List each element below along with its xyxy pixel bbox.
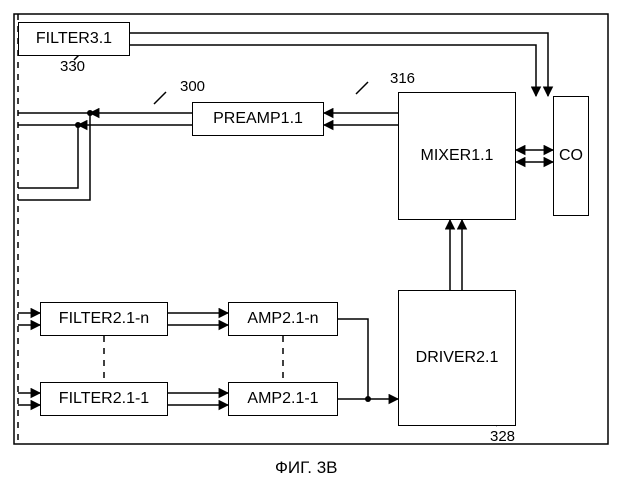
block-label: MIXER1.1 — [421, 147, 494, 165]
block-label: CO — [559, 147, 583, 165]
block-label: PREAMP1.1 — [213, 110, 303, 128]
block-mixer1-1: MIXER1.1 — [398, 92, 516, 220]
figure-caption: ФИГ. 3B — [275, 458, 338, 478]
block-filter2-1-1: FILTER2.1-1 — [40, 382, 168, 416]
reflabel-328: 328 — [490, 428, 515, 445]
block-label: DRIVER2.1 — [416, 349, 499, 367]
block-amp2-1-1: AMP2.1-1 — [228, 382, 338, 416]
block-filter2-1-n: FILTER2.1-n — [40, 302, 168, 336]
reflabel-316: 316 — [390, 70, 415, 87]
block-label: FILTER2.1-n — [59, 310, 149, 328]
block-filter3-1: FILTER3.1 — [18, 22, 130, 56]
block-label: AMP2.1-n — [247, 310, 318, 328]
connection-layer — [0, 0, 621, 500]
reflabel-300: 300 — [180, 78, 205, 95]
block-diagram: FILTER3.1 PREAMP1.1 MIXER1.1 CO FILTER2.… — [0, 0, 621, 500]
block-preamp1-1: PREAMP1.1 — [192, 102, 324, 136]
block-driver2-1: DRIVER2.1 — [398, 290, 516, 426]
block-label: AMP2.1-1 — [247, 390, 318, 408]
block-amp2-1-n: AMP2.1-n — [228, 302, 338, 336]
block-co: CO — [553, 96, 589, 216]
block-label: FILTER3.1 — [36, 30, 112, 48]
reflabel-330: 330 — [60, 58, 85, 75]
block-label: FILTER2.1-1 — [59, 390, 149, 408]
